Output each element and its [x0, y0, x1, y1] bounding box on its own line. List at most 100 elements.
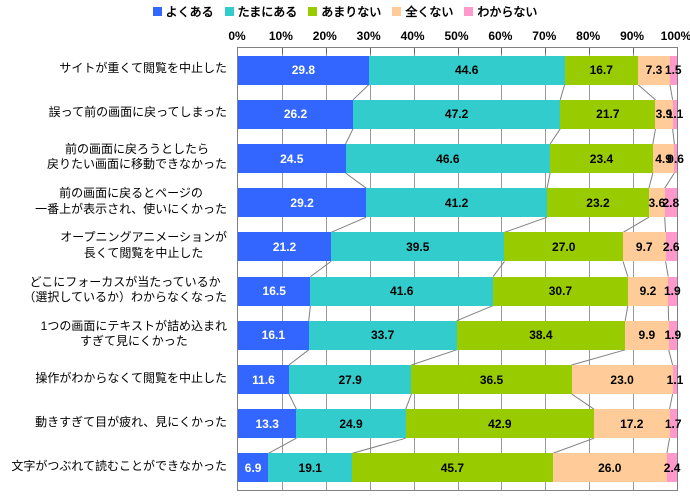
- bar-segment: 1.9: [664, 320, 681, 350]
- x-axis-tick-label: 90%: [620, 29, 645, 43]
- connector-line: [669, 84, 674, 100]
- bar-segment: 3.9: [655, 99, 673, 129]
- bar-segment: 24.9: [296, 409, 406, 439]
- bar-value-label: 2.8: [662, 195, 680, 210]
- x-axis-tick-label: 100%: [660, 29, 690, 43]
- category-label: 操作がわからなくて閲覧を中止した: [35, 370, 227, 385]
- bar-value-label: 41.2: [444, 195, 469, 210]
- bar-value-label: 42.9: [488, 416, 512, 431]
- bar-segment: 26.2: [238, 99, 354, 129]
- x-axis-tick-label: 30%: [356, 29, 381, 43]
- bar-row: 29.2 41.2 23.2 3.6 2.8: [238, 188, 680, 218]
- bar-segment: 1.7: [665, 409, 682, 439]
- connector-line: [288, 393, 297, 410]
- gridline: [457, 48, 459, 490]
- bar-segment: 7.3: [637, 55, 670, 85]
- connector-line: [352, 437, 406, 454]
- legend-label: わからない: [477, 5, 538, 19]
- bar-segment: 9.2: [627, 276, 669, 306]
- bar-segment: 1.5: [665, 55, 682, 85]
- bar-row: 11.6 27.9 36.5 23.0 1.1: [238, 365, 683, 394]
- bar-segment: 9.7: [622, 232, 666, 262]
- axis-tick-mark: [413, 48, 415, 54]
- bar-value-label: 23.4: [589, 151, 614, 166]
- connector-line: [666, 438, 671, 454]
- bar-row: 6.9 19.1 45.7 26.0 2.4: [238, 453, 680, 483]
- gridline: [369, 48, 371, 490]
- bar-value-label: 21.7: [596, 107, 620, 122]
- bar-segment: 39.5: [331, 232, 505, 262]
- bar-value-label: 0.6: [667, 151, 684, 166]
- bar-value-label: 39.5: [406, 239, 430, 254]
- gridline: [545, 48, 547, 490]
- bar-value-label: 1.1: [666, 372, 684, 387]
- connector-line: [552, 437, 595, 454]
- legend-swatch-icon: [392, 7, 402, 16]
- connector-line: [559, 84, 566, 100]
- axis-tick-mark: [281, 48, 283, 54]
- gridline: [589, 48, 591, 490]
- bar-row: 24.5 46.6 23.4 4.9 0.6: [238, 144, 684, 173]
- bar-segment: 0.6: [667, 144, 684, 173]
- x-axis: 0% 10% 20% 30% 40% 50% 60% 70% 80% 90% 100%: [228, 29, 690, 44]
- axis-tick-mark: [369, 48, 371, 54]
- connector-line: [648, 172, 654, 189]
- bar-value-label: 9.9: [638, 328, 656, 343]
- bar-value-label: 2.6: [662, 239, 680, 254]
- bar-value-label: 7.3: [645, 63, 663, 78]
- category-label: 文字がつぶれて読むことができなかった: [11, 459, 227, 474]
- legend-label: 全くない: [405, 5, 454, 19]
- bar-segment: 44.6: [368, 55, 565, 85]
- bar-value-label: 9.7: [635, 239, 653, 254]
- connector-line: [665, 261, 669, 277]
- bar-segment: 1.9: [664, 276, 681, 306]
- bar-value-label: 26.2: [283, 107, 308, 122]
- bar-value-label: 19.1: [298, 460, 322, 475]
- bar-segment: 41.2: [366, 188, 548, 218]
- bar-segment: 13.3: [238, 409, 297, 439]
- bar-value-label: 9.2: [639, 284, 657, 299]
- x-axis-tick-label: 60%: [488, 29, 513, 43]
- connector-line: [571, 349, 626, 366]
- connector-line: [268, 437, 297, 454]
- bar-segment: 2.6: [662, 232, 680, 262]
- bar-segment: 11.6: [238, 365, 289, 394]
- legend-label: よくある: [165, 5, 214, 19]
- bar-value-label: 29.8: [291, 63, 316, 78]
- bar-value-label: 1.1: [666, 107, 684, 122]
- series-connector-lines: [268, 84, 675, 454]
- axis-tick-mark: [633, 48, 635, 54]
- bar-segment: 23.2: [547, 188, 649, 218]
- connector-line: [504, 216, 548, 233]
- bar-row: 29.8 44.6 16.7 7.3 1.5: [238, 55, 682, 85]
- bar-value-label: 1.5: [664, 63, 682, 78]
- connector-line: [411, 349, 457, 366]
- bar-value-label: 3.6: [648, 195, 666, 210]
- x-axis-tick-label: 10%: [268, 29, 293, 43]
- bar-segment: 2.4: [664, 453, 680, 483]
- gridline: [633, 48, 635, 490]
- legend-label: たまにある: [237, 5, 298, 19]
- bar-segment: 27.0: [504, 232, 623, 262]
- bar-segment: 21.7: [560, 99, 656, 129]
- connector-line: [672, 128, 675, 145]
- plot-area: 29.8 44.6 16.7 7.3 1.5 26.2 47.2 21.7 3.9 1.1 24.5…: [237, 47, 684, 491]
- bar-value-label: 46.6: [436, 151, 460, 166]
- category-label: 前の画面に戻ろうとしたら 戻りたい画面に移動できなかった: [46, 141, 227, 172]
- connector-line: [492, 261, 505, 277]
- legend-swatch-icon: [464, 7, 474, 16]
- connector-line: [546, 172, 551, 189]
- legend-item: あまりない: [308, 3, 381, 20]
- bar-segment: 41.6: [310, 276, 494, 306]
- bar-segment: 47.2: [353, 99, 561, 129]
- bar-segment: 26.0: [552, 453, 667, 483]
- gridline: [501, 48, 503, 490]
- category-label: サイトが重くて閲覧を中止した: [59, 61, 227, 76]
- bar-value-label: 11.6: [252, 372, 275, 387]
- bar-value-label: 27.9: [338, 372, 362, 387]
- legend-item: わからない: [464, 3, 537, 20]
- bar-segment: 45.7: [352, 453, 553, 483]
- bar-segment: 46.6: [345, 144, 551, 173]
- bar-value-label: 38.4: [529, 328, 553, 343]
